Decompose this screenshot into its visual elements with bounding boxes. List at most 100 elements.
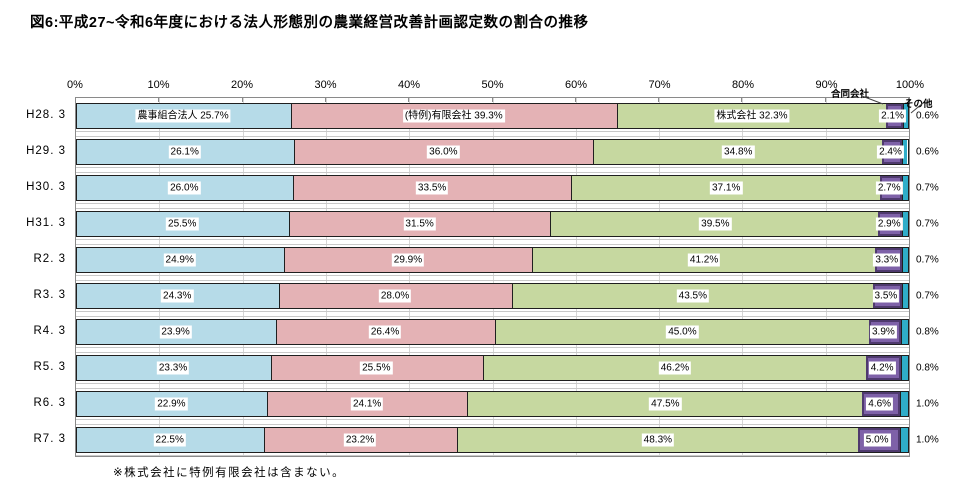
data-label: 34.8% [722, 145, 755, 159]
data-label: 37.1% [709, 181, 743, 195]
data-label: 31.5% [403, 217, 436, 231]
goudou-annotation: 合同会社 [831, 89, 870, 100]
bar-row: 25.5% 31.5% 39.5% 2.9% 0.7% [76, 206, 941, 242]
data-label: 43.5% [676, 289, 710, 303]
band-boundary-line [76, 208, 909, 209]
data-label: 0.6% [914, 109, 941, 123]
data-label: 2.9% [875, 217, 903, 231]
stacked-bar [76, 175, 909, 201]
stacked-bar [76, 139, 909, 165]
data-label: 2.1% [879, 109, 906, 123]
band-boundary-line [76, 388, 909, 389]
band-boundary-line [76, 383, 909, 384]
band-boundary-line [76, 244, 909, 245]
bar-row: 農事組合法人 25.7% (特例)有限会社 39.3% 株式会社 32.3% 2.1%… [76, 98, 941, 134]
x-axis-tick-label: 0% [67, 79, 83, 91]
chart-title: 図6:平成27~令和6年度における法人形態別の農業経営改善計画認定数の割合の推移 [30, 15, 589, 31]
data-label: 0.7% [914, 217, 941, 231]
x-axis-tick-label: 100% [895, 79, 925, 91]
data-label: 0.8% [914, 361, 941, 375]
x-axis-tick-label: 50% [481, 79, 504, 91]
axis-tick-mark [241, 98, 243, 102]
data-label: 46.2% [658, 361, 692, 375]
category-label: R2. 3 [33, 253, 66, 265]
axis-tick-mark [408, 98, 410, 102]
data-label: 23.2% [343, 433, 377, 447]
data-label: 33.5% [415, 181, 449, 195]
axis-tick-mark [908, 98, 909, 102]
data-label: 29.9% [391, 253, 425, 267]
bar-row: 26.0% 33.5% 37.1% 2.7% 0.7% [76, 170, 941, 206]
data-label: 48.3% [641, 433, 675, 447]
data-label: 26.4% [368, 325, 402, 339]
data-label: 0.6% [914, 145, 941, 159]
category-label: H28. 3 [26, 109, 66, 121]
data-label: 41.2% [687, 253, 721, 267]
bar-segment-5 [901, 356, 908, 380]
stacked-bar [76, 427, 909, 453]
band-boundary-line [76, 172, 909, 173]
bar-row: 24.9% 29.9% 41.2% 3.3% 0.7% [76, 242, 941, 278]
axis-tick-mark [491, 98, 493, 102]
axis-tick-mark [75, 98, 76, 102]
category-label: R4. 3 [33, 325, 66, 337]
band-boundary-line [76, 419, 909, 420]
category-label: H29. 3 [26, 145, 66, 157]
vertical-gridline [825, 98, 827, 456]
x-axis-tick-label: 70% [648, 79, 671, 91]
band-boundary-line [76, 280, 909, 281]
data-label: 22.9% [155, 397, 188, 411]
stacked-bar [76, 247, 909, 273]
category-label: R7. 3 [33, 433, 66, 445]
data-label: 農事組合法人 25.7% [135, 109, 231, 123]
bar-segment-5 [902, 176, 908, 200]
data-label: 26.1% [168, 145, 201, 159]
data-label: 47.5% [649, 397, 682, 411]
data-label: (特例)有限会社 39.3% [402, 109, 505, 123]
band-boundary-line [76, 352, 909, 353]
data-label: 23.3% [156, 361, 190, 375]
vertical-gridline [159, 98, 161, 456]
axis-tick-mark [741, 98, 743, 102]
sonota-annotation: その他 [904, 99, 933, 110]
bar-segment-5 [899, 392, 909, 416]
data-label: 2.7% [875, 181, 903, 195]
axis-tick-mark [658, 98, 660, 102]
axis-tick-mark [824, 98, 826, 102]
x-axis-tick-label: 40% [397, 79, 421, 91]
axis-tick-mark [574, 98, 576, 102]
data-label: 0.8% [914, 325, 941, 339]
x-axis-tick-label: 30% [314, 79, 337, 91]
vertical-gridline [409, 98, 411, 456]
plot-area: 農事組合法人 25.7% (特例)有限会社 39.3% 株式会社 32.3% 2.1%… [75, 97, 941, 458]
band-boundary-line [76, 424, 909, 425]
bar-row: 22.5% 23.2% 48.3% 5.0% 1.0% [76, 422, 941, 458]
stacked-bar [76, 283, 909, 309]
data-label: 4.2% [868, 361, 896, 375]
bar-row: 23.9% 26.4% 45.0% 3.9% 0.8% [76, 314, 941, 350]
stacked-bar [76, 319, 909, 345]
bar-segment-5 [902, 284, 908, 308]
data-label: 4.6% [866, 397, 894, 411]
x-axis-tick-label: 20% [230, 79, 254, 91]
y-axis-category-labels: H28. 3 H29. 3 H30. 3 H31. 3 R2. 3 R3. 3 R4. 3 R… [0, 97, 66, 457]
data-label: 39.5% [699, 217, 732, 231]
stacked-bar [76, 355, 909, 381]
x-axis-tick-label: 80% [731, 79, 755, 91]
data-label: 株式会社 32.3% [714, 109, 790, 123]
x-axis-tick-label: 90% [815, 79, 838, 91]
category-label: R3. 3 [33, 289, 66, 301]
band-boundary-line [76, 275, 909, 276]
data-label: 5.0% [863, 433, 891, 447]
band-boundary-line [76, 239, 909, 240]
x-axis-tick-labels: 0% 10% 20% 30% 40% 50% 60% 70% 80% 90% 100% [67, 79, 924, 93]
data-label: 36.0% [427, 145, 460, 159]
bar-row: 23.3% 25.5% 46.2% 4.2% 0.8% [76, 350, 941, 386]
data-label: 0.7% [914, 181, 941, 195]
band-boundary-line [76, 316, 909, 317]
data-label: 45.0% [666, 325, 699, 339]
axis-tick-mark [324, 98, 326, 102]
band-boundary-line [76, 455, 909, 456]
data-label: 23.9% [159, 325, 192, 339]
band-boundary-line [76, 167, 909, 168]
